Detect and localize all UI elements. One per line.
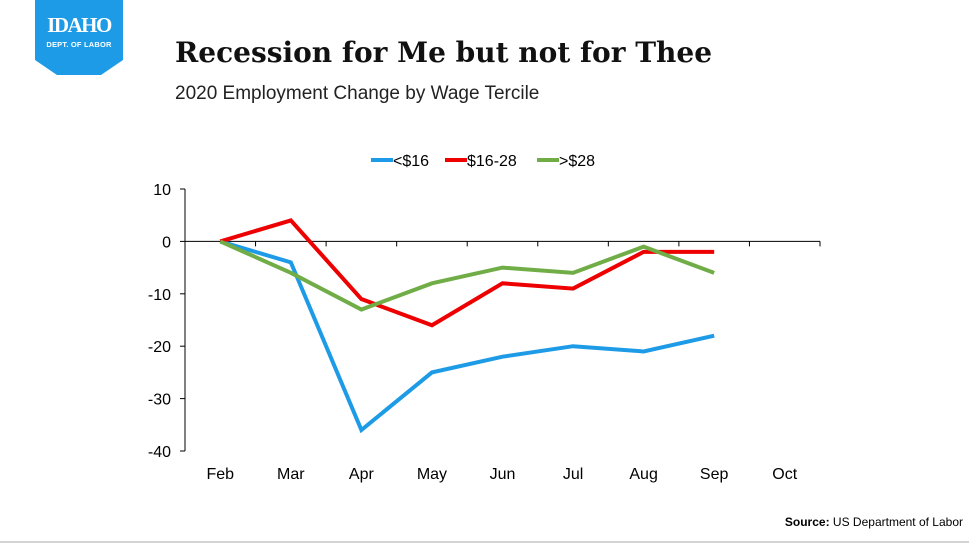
legend-label-0: <$16 — [393, 153, 429, 170]
logo-corner-notch — [35, 60, 123, 75]
page-subtitle: 2020 Employment Change by Wage Tercile — [175, 83, 540, 104]
x-tick-label: Jul — [563, 466, 583, 483]
y-tick-label: 0 — [162, 234, 171, 251]
legend-label-2: >$28 — [559, 153, 595, 170]
source-note: Source: US Department of Labor — [785, 515, 963, 529]
y-tick-label: 10 — [153, 182, 171, 199]
series-layer — [219, 218, 715, 434]
x-tick-label: Feb — [206, 466, 234, 483]
y-tick-label: -10 — [148, 287, 171, 304]
y-tick-label: -20 — [148, 339, 171, 356]
x-tick-label: Oct — [772, 466, 797, 483]
x-tick-label: Mar — [277, 466, 305, 483]
x-tick-label: Aug — [629, 466, 657, 483]
axes: 10 0 -10 -20 -30 -40 Feb Mar Apr May Jun Jul Aug Sep O… — [148, 182, 821, 483]
y-tick-label: -30 — [148, 392, 171, 409]
logo-brand: IDAHO — [47, 13, 112, 37]
legend: <$16 $16-28 >$28 — [371, 153, 595, 170]
series-line-1 — [219, 218, 715, 328]
x-tick-label: Sep — [700, 466, 729, 483]
idaho-dept-of-labor-logo: IDAHO DEPT. OF LABOR — [35, 0, 123, 75]
series-line-2 — [219, 239, 715, 312]
legend-label-1: $16-28 — [467, 153, 517, 170]
series-line-0 — [219, 239, 715, 434]
page-title: Recession for Me but not for Thee — [175, 36, 713, 69]
logo-subtitle: DEPT. OF LABOR — [46, 40, 112, 49]
source-text: US Department of Labor — [832, 515, 963, 529]
x-tick-label: Jun — [490, 466, 516, 483]
x-tick-label: Apr — [349, 466, 375, 483]
source-label: Source: — [784, 515, 830, 529]
y-tick-label: -40 — [148, 444, 171, 461]
bottom-divider — [0, 541, 969, 543]
x-tick-label: May — [417, 466, 447, 483]
